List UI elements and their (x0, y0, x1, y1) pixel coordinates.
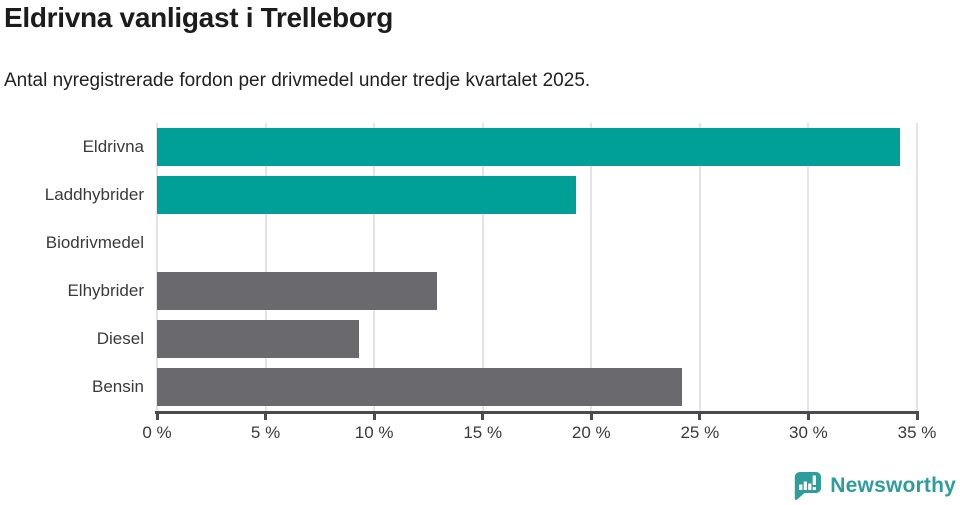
newsworthy-logo: Newsworthy (791, 470, 956, 502)
category-label: Biodrivmedel (45, 233, 144, 252)
x-tick-label: 10 % (354, 423, 394, 442)
x-axis-tick (698, 411, 702, 420)
gridline (264, 123, 267, 411)
newsworthy-icon (795, 472, 822, 500)
category-label: Eldrivna (82, 137, 144, 156)
gridline (807, 123, 810, 411)
bar (157, 368, 683, 406)
x-tick-label: 20 % (571, 423, 611, 442)
x-axis-tick (915, 411, 919, 420)
x-axis-tick (155, 411, 159, 420)
gridline (698, 123, 701, 411)
x-axis-tick (372, 411, 376, 420)
chart-title: Eldrivna vanligast i Trelleborg (4, 2, 394, 33)
category-label: Diesel (96, 329, 144, 348)
chart-subtitle: Antal nyregistrerade fordon per drivmede… (4, 70, 591, 91)
category-label: Elhybrider (67, 281, 144, 300)
x-axis-tick (589, 411, 593, 420)
x-axis-line (155, 411, 919, 414)
gridline (373, 123, 376, 411)
gridline (156, 123, 158, 411)
x-tick-label: 0 % (142, 423, 172, 442)
gridline (590, 123, 593, 411)
x-tick-label: 30 % (789, 423, 828, 442)
x-axis-tick (806, 411, 810, 420)
bar (157, 128, 900, 166)
x-axis-tick (481, 411, 485, 420)
newsworthy-wordmark: Newsworthy (830, 474, 956, 497)
x-tick-label: 25 % (680, 423, 720, 442)
gridline (481, 123, 484, 411)
bar (157, 272, 438, 310)
x-tick-label: 35 % (897, 423, 937, 442)
category-label: Laddhybrider (44, 185, 144, 204)
category-label: Bensin (92, 377, 144, 396)
gridline (916, 123, 918, 411)
bar (157, 320, 359, 358)
bar (157, 176, 577, 214)
x-axis-tick (264, 411, 268, 420)
x-tick-label: 15 % (463, 423, 503, 442)
x-tick-label: 5 % (250, 423, 281, 442)
